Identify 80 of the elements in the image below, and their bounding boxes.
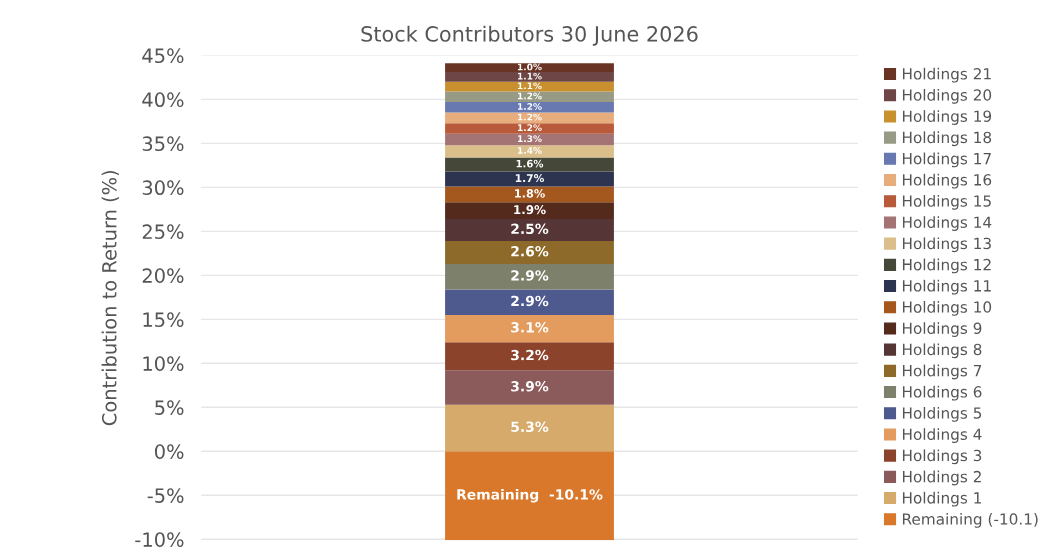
- legend-label: Remaining (-10.1): [902, 513, 1038, 528]
- bar: [445, 370, 614, 405]
- y-tick-label: 35%: [142, 136, 184, 152]
- y-axis-title: Contribution to Return (%): [101, 170, 119, 426]
- legend-label: Holdings 5: [902, 407, 982, 422]
- data-label: 3.2%: [511, 349, 549, 361]
- data-label: 1.9%: [514, 205, 546, 215]
- bar: [445, 342, 614, 371]
- data-label: 1.1%: [518, 82, 542, 90]
- data-label: 2.6%: [511, 245, 549, 257]
- bar: [445, 451, 614, 541]
- legend-label: Holdings 7: [902, 364, 982, 380]
- legend-label: Holdings 20: [902, 88, 992, 104]
- legend-label: Holdings 8: [902, 343, 982, 359]
- legend-label: Holdings 12: [902, 258, 991, 274]
- legend-label: Holdings 1: [902, 491, 982, 507]
- data-label: 3.1%: [511, 322, 549, 333]
- bar: [445, 241, 614, 264]
- y-tick-label: 20%: [142, 268, 184, 283]
- y-tick-label: 40%: [142, 92, 184, 108]
- legend-label: Holdings 15: [902, 194, 991, 210]
- legend-label: Holdings 13: [902, 237, 991, 253]
- data-label: 1.2%: [518, 103, 542, 110]
- bar: [445, 133, 614, 146]
- bar: [445, 63, 614, 73]
- data-label: 1.8%: [515, 189, 545, 198]
- data-label: 2.9%: [511, 295, 549, 307]
- legend-label: Holdings 6: [902, 385, 982, 401]
- legend-label: Holdings 10: [902, 300, 992, 316]
- legend-label: Holdings 3: [902, 449, 982, 465]
- y-tick-label: 25%: [142, 224, 184, 240]
- chart-title: Stock Contributors 30 June 2026: [361, 25, 698, 46]
- bar: [445, 102, 614, 113]
- bar: [445, 219, 614, 242]
- bar: [445, 186, 614, 203]
- bar: [445, 112, 614, 124]
- data-label: 3.9%: [511, 381, 549, 392]
- legend-label: Holdings 17: [902, 152, 991, 168]
- legend-label: Holdings 2: [902, 470, 981, 486]
- data-label: 1.3%: [518, 135, 542, 143]
- bar: [445, 72, 614, 82]
- y-tick-label: -10%: [135, 532, 184, 547]
- data-label: 5.3%: [511, 421, 549, 433]
- bar: [445, 123, 614, 134]
- legend-label: Holdings 14: [902, 216, 992, 231]
- data-label: 1.7%: [515, 174, 545, 183]
- bar: [445, 171, 614, 187]
- data-label: 1.2%: [518, 124, 542, 132]
- data-label: 1.4%: [518, 147, 542, 154]
- legend-label: Holdings 16: [902, 173, 992, 189]
- y-tick-label: 0%: [154, 444, 184, 459]
- legend-label: Holdings 21: [902, 67, 991, 83]
- y-tick-label: 45%: [142, 48, 184, 64]
- bar: [445, 145, 614, 158]
- data-label: 1.2%: [518, 92, 542, 100]
- data-label: 1.6%: [516, 159, 544, 168]
- bar: [445, 263, 614, 290]
- bar: [445, 91, 614, 103]
- data-label: 2.9%: [511, 270, 549, 281]
- data-label: 1.0%: [518, 63, 542, 71]
- bar: [445, 157, 614, 172]
- legend-label: Holdings 11: [902, 279, 991, 295]
- bar: [445, 202, 614, 220]
- bar: [445, 404, 614, 452]
- y-tick-label: -5%: [147, 488, 184, 503]
- data-label: Remaining -10.1%: [457, 488, 603, 503]
- legend-label: Holdings 18: [902, 131, 992, 147]
- legend-label: Holdings 4: [902, 428, 982, 443]
- y-tick-label: 10%: [143, 356, 184, 371]
- bar: [445, 289, 614, 315]
- data-label: 1.1%: [518, 72, 542, 80]
- legend-label: Holdings 9: [902, 322, 982, 337]
- data-label: 2.5%: [511, 223, 549, 235]
- data-label: 1.2%: [518, 113, 542, 121]
- bar: [445, 81, 614, 92]
- y-tick-label: 5%: [155, 400, 184, 415]
- legend-label: Holdings 19: [902, 110, 992, 125]
- bar: [445, 314, 614, 343]
- y-tick-label: 30%: [142, 180, 184, 196]
- y-tick-label: 15%: [143, 312, 184, 327]
